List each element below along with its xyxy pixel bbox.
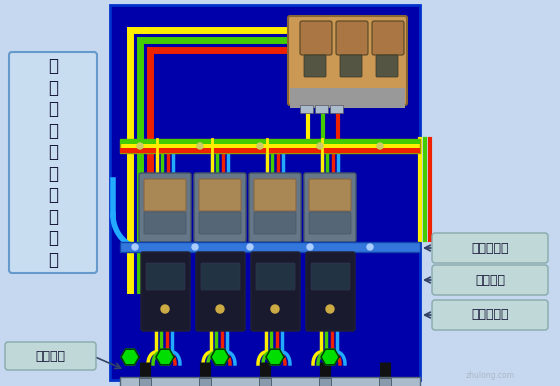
Circle shape xyxy=(271,305,279,313)
FancyBboxPatch shape xyxy=(300,105,313,113)
FancyBboxPatch shape xyxy=(199,212,241,234)
FancyBboxPatch shape xyxy=(196,252,245,331)
Bar xyxy=(120,139,420,144)
Circle shape xyxy=(161,305,169,313)
Bar xyxy=(120,148,420,153)
Circle shape xyxy=(326,305,334,313)
FancyBboxPatch shape xyxy=(311,263,350,290)
Bar xyxy=(120,377,420,386)
FancyBboxPatch shape xyxy=(199,179,241,211)
FancyBboxPatch shape xyxy=(372,21,404,55)
Text: 干包电缆头: 干包电缆头 xyxy=(472,242,508,254)
Bar xyxy=(319,378,331,386)
FancyBboxPatch shape xyxy=(201,263,240,290)
Bar xyxy=(199,378,211,386)
Bar xyxy=(259,378,271,386)
Circle shape xyxy=(132,244,138,250)
Circle shape xyxy=(317,143,323,149)
FancyBboxPatch shape xyxy=(300,21,332,55)
Polygon shape xyxy=(211,349,229,365)
Text: 重复接地: 重复接地 xyxy=(35,349,65,362)
FancyBboxPatch shape xyxy=(144,212,186,234)
FancyBboxPatch shape xyxy=(256,263,295,290)
Polygon shape xyxy=(156,349,174,365)
FancyBboxPatch shape xyxy=(330,105,343,113)
Circle shape xyxy=(216,305,224,313)
Text: zhulong.com: zhulong.com xyxy=(465,371,515,379)
FancyBboxPatch shape xyxy=(336,21,368,55)
FancyBboxPatch shape xyxy=(139,173,191,242)
Bar xyxy=(139,378,151,386)
FancyBboxPatch shape xyxy=(254,212,296,234)
FancyBboxPatch shape xyxy=(288,16,407,105)
Circle shape xyxy=(377,143,383,149)
Polygon shape xyxy=(121,349,139,365)
Circle shape xyxy=(367,244,373,250)
Text: 角钢支架: 角钢支架 xyxy=(475,274,505,286)
FancyBboxPatch shape xyxy=(141,252,190,331)
Bar xyxy=(110,5,420,380)
Bar xyxy=(379,378,391,386)
FancyBboxPatch shape xyxy=(249,173,301,242)
Text: 保护零线排: 保护零线排 xyxy=(472,308,508,322)
FancyBboxPatch shape xyxy=(315,105,328,113)
FancyBboxPatch shape xyxy=(340,55,362,77)
Circle shape xyxy=(257,143,263,149)
Bar xyxy=(120,242,420,252)
FancyBboxPatch shape xyxy=(146,263,185,290)
FancyBboxPatch shape xyxy=(304,173,356,242)
Text: 总
配
电
柜
电
缆
接
线
方
法: 总 配 电 柜 电 缆 接 线 方 法 xyxy=(48,57,58,269)
Circle shape xyxy=(247,244,253,250)
Circle shape xyxy=(137,143,143,149)
FancyBboxPatch shape xyxy=(306,252,355,331)
Circle shape xyxy=(192,244,198,250)
FancyBboxPatch shape xyxy=(432,265,548,295)
FancyBboxPatch shape xyxy=(290,88,405,108)
FancyBboxPatch shape xyxy=(309,179,351,211)
FancyBboxPatch shape xyxy=(5,342,96,370)
Polygon shape xyxy=(266,349,284,365)
FancyBboxPatch shape xyxy=(144,179,186,211)
FancyBboxPatch shape xyxy=(432,233,548,263)
Polygon shape xyxy=(321,349,339,365)
Circle shape xyxy=(307,244,313,250)
FancyBboxPatch shape xyxy=(194,173,246,242)
Circle shape xyxy=(197,143,203,149)
Bar xyxy=(120,139,420,153)
FancyBboxPatch shape xyxy=(376,55,398,77)
FancyBboxPatch shape xyxy=(304,55,326,77)
FancyBboxPatch shape xyxy=(9,52,97,273)
FancyBboxPatch shape xyxy=(254,179,296,211)
FancyBboxPatch shape xyxy=(251,252,300,331)
FancyBboxPatch shape xyxy=(432,300,548,330)
FancyBboxPatch shape xyxy=(309,212,351,234)
